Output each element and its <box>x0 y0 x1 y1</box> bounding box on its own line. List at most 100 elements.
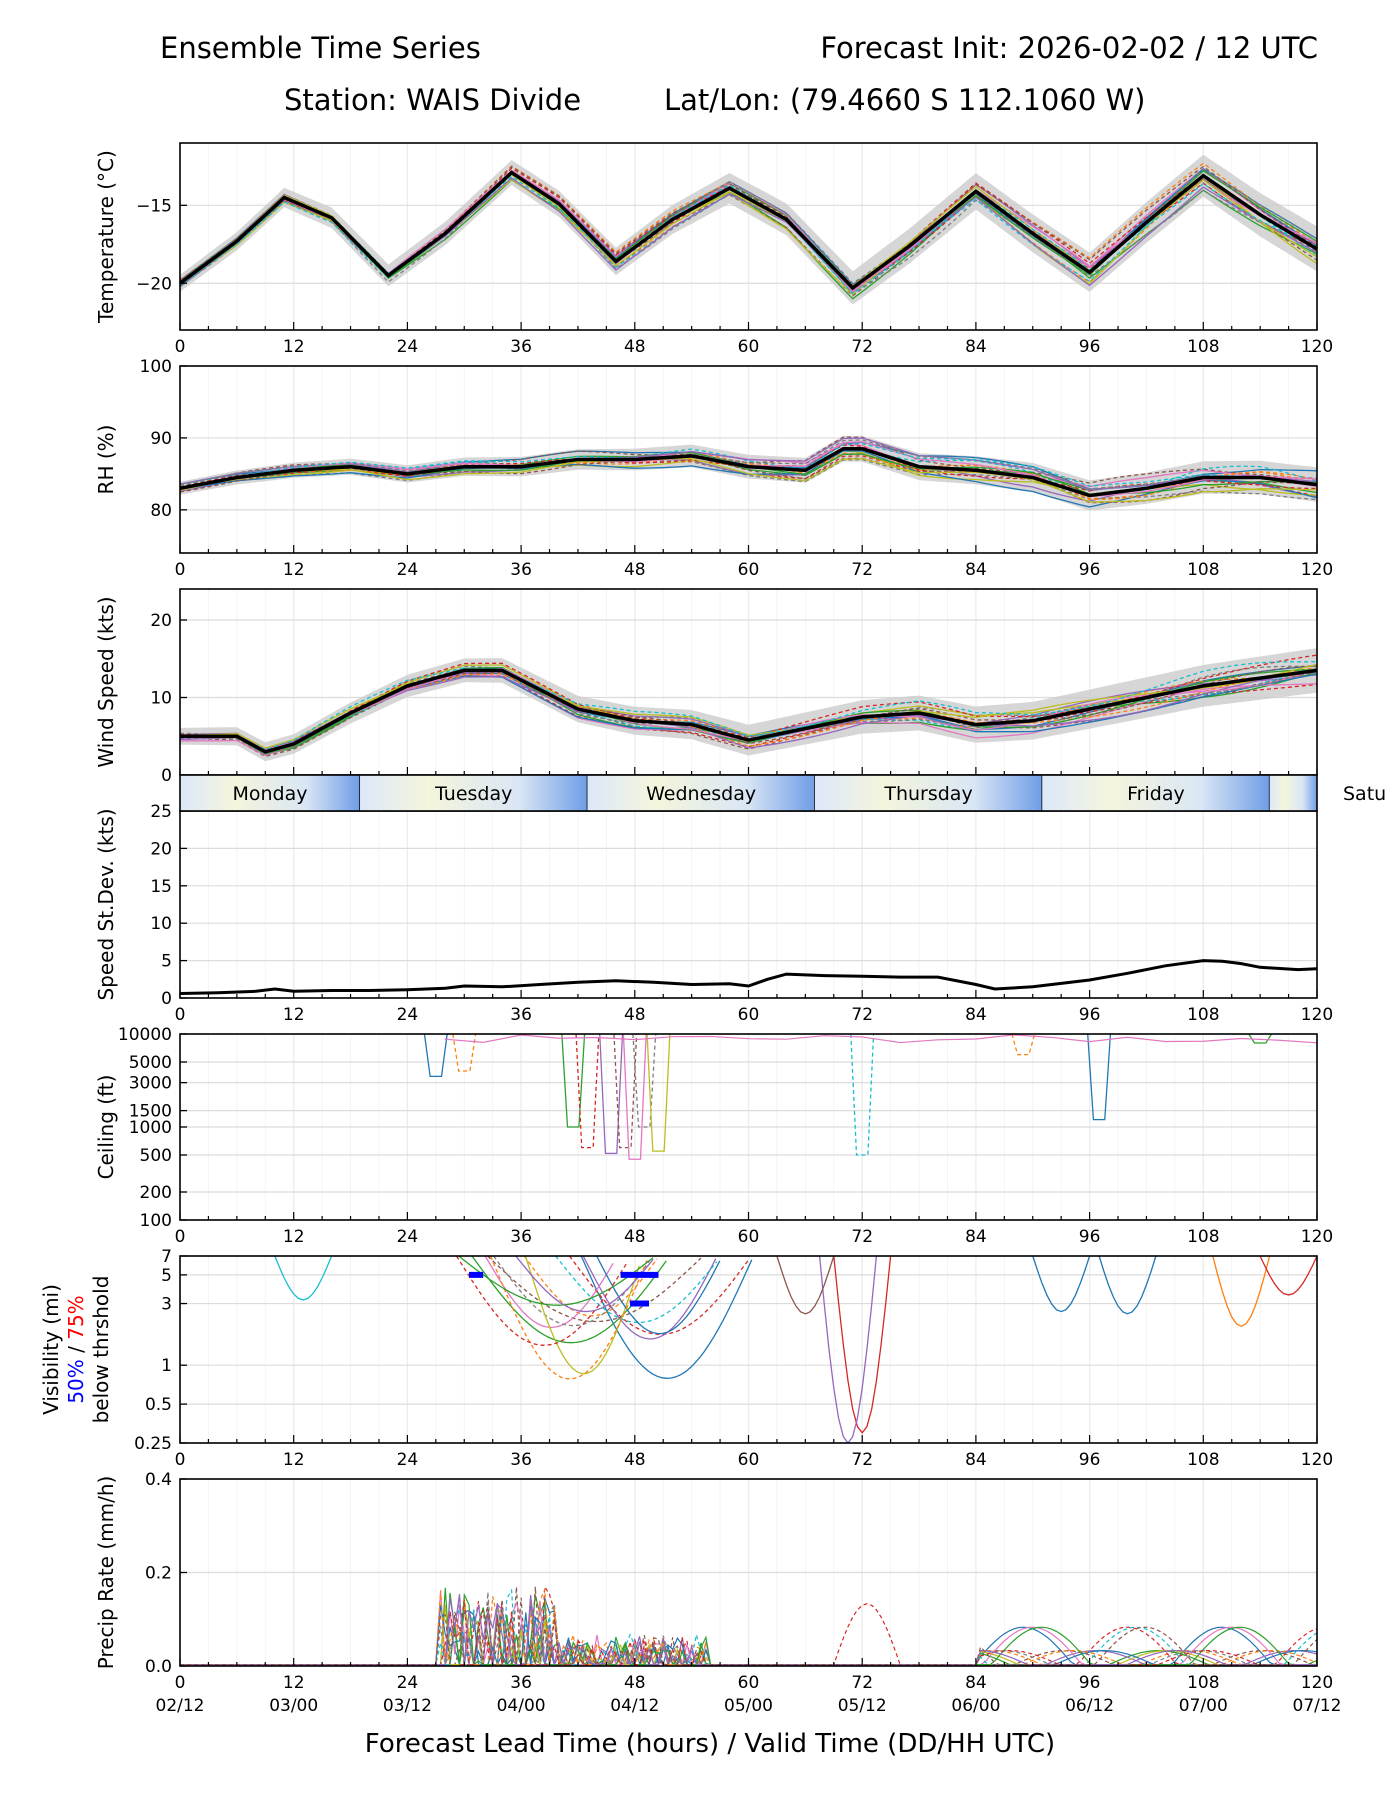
x-tick-label: 120 <box>1301 1227 1333 1247</box>
ensemble-member-line <box>179 172 1318 295</box>
y-tick-label: 5000 <box>129 1053 172 1073</box>
x-tick-label: 84 <box>965 337 987 357</box>
x-tick-label: 108 <box>1187 337 1219 357</box>
ensemble-member-line <box>179 442 1318 489</box>
x-tick-label: 60 <box>738 560 760 580</box>
y-tick-label: 0.4 <box>145 1470 172 1490</box>
figure-title-right: Forecast Init: 2026-02-02 / 12 UTC <box>820 31 1318 65</box>
panel-speed_stdev: 0 5 10 15 20 25 0 12 24 36 48 60 72 84 96 108 120 Speed S… <box>94 802 1333 1025</box>
x-tick-label: 108 <box>1187 1005 1219 1025</box>
valid-time-label: 05/12 <box>838 1696 887 1716</box>
x-tick-label: 24 <box>397 1673 419 1693</box>
y-tick-label: 90 <box>150 429 172 449</box>
visibility-member-line <box>524 1255 640 1375</box>
valid-time-label: 06/12 <box>1065 1696 1114 1716</box>
y-tick-label: 20 <box>150 611 172 631</box>
ensemble-member-line <box>179 439 1318 490</box>
panels-group: −20−150 12 24 36 48 60 72 84 96 108 120Temperature… <box>39 142 1342 1716</box>
ceiling-member-line <box>599 1033 624 1155</box>
x-tick-label: 84 <box>965 1227 987 1247</box>
ensemble-mean-line <box>178 170 1318 291</box>
ceiling-member-line <box>1087 1033 1112 1121</box>
ensemble-mean-line <box>180 668 1318 754</box>
y-axis-label: Speed St.Dev. (kts) <box>94 808 118 1000</box>
visibility-member-line <box>1259 1255 1318 1296</box>
y-tick-label: 500 <box>140 1146 172 1166</box>
y-tick-label: −20 <box>136 274 172 294</box>
x-tick-label: 120 <box>1301 1673 1333 1693</box>
visibility-member-line <box>487 1255 702 1323</box>
valid-time-label: 03/00 <box>269 1696 318 1716</box>
x-tick-label: 36 <box>510 560 532 580</box>
x-tick-label: 48 <box>624 1450 646 1470</box>
y-tick-label: 3 <box>161 1295 172 1315</box>
y-tick-label: 7 <box>161 1247 172 1267</box>
valid-time-label: 07/12 <box>1293 1696 1342 1716</box>
ensemble-member-line <box>179 661 1317 751</box>
y-tick-label: 0 <box>161 766 172 786</box>
ceiling-member-line <box>646 1033 671 1152</box>
x-tick-label: 12 <box>283 560 305 580</box>
visibility-member-line <box>555 1255 718 1324</box>
y-tick-label: 5 <box>161 952 172 972</box>
day-of-week-bar: Monday Tuesday Wednesday Thursday Friday Satu <box>179 774 1386 812</box>
y-axis-label-sub: below thrshold <box>89 1276 113 1424</box>
figure-title-left: Ensemble Time Series <box>160 31 481 65</box>
y-tick-label: 0 <box>161 989 172 1009</box>
panel-visibility: 0.25 0.5 1 3 57 0 12 24 36 48 60 72 84 96 108 120 Visibi… <box>39 1247 1333 1470</box>
y-tick-label: 10000 <box>118 1025 172 1045</box>
x-tick-label: 96 <box>1079 560 1101 580</box>
y-axis-label: Wind Speed (kts) <box>94 596 118 767</box>
label-75pct: 75% <box>64 1295 88 1339</box>
label-50pct: 50% <box>64 1359 88 1403</box>
valid-time-label: 07/00 <box>1179 1696 1228 1716</box>
station-latlon: Lat/Lon: (79.4660 S 112.1060 W) <box>664 83 1146 117</box>
x-tick-label: 48 <box>624 1227 646 1247</box>
x-tick-label: 72 <box>851 560 873 580</box>
visibility-member-line <box>523 1255 658 1317</box>
x-tick-label: 12 <box>283 1227 305 1247</box>
x-tick-label: 120 <box>1301 337 1333 357</box>
visibility-member-line <box>515 1255 654 1313</box>
x-tick-label: 84 <box>965 1005 987 1025</box>
x-tick-label: 0 <box>175 1005 186 1025</box>
y-tick-label: −15 <box>136 196 172 216</box>
x-tick-label: 12 <box>283 337 305 357</box>
x-tick-label: 24 <box>397 560 419 580</box>
y-tick-label: 0.5 <box>145 1395 172 1415</box>
day-label: Thursday <box>883 783 972 805</box>
ceiling-member-line <box>575 1033 600 1149</box>
y-tick-label: 0.25 <box>134 1434 172 1454</box>
x-tick-label: 108 <box>1187 560 1219 580</box>
day-segment <box>1042 775 1270 811</box>
x-tick-label: 36 <box>510 1227 532 1247</box>
day-label: Tuesday <box>434 783 512 805</box>
y-tick-label: 5 <box>161 1266 172 1286</box>
x-tick-label: 108 <box>1187 1673 1219 1693</box>
ceiling-member-line <box>632 1033 657 1128</box>
stdev-line <box>179 959 1318 995</box>
x-tick-label: 96 <box>1079 1450 1101 1470</box>
x-tick-label: 24 <box>397 1227 419 1247</box>
x-tick-label: 84 <box>965 1450 987 1470</box>
ensemble-member-line <box>179 670 1318 758</box>
panel-rh: 80 90 100 0 12 24 36 48 60 72 84 96 108 120 RH (%) <box>94 357 1333 580</box>
visibility-member-line <box>458 1255 654 1306</box>
day-segment <box>587 775 815 811</box>
x-tick-label: 72 <box>851 1450 873 1470</box>
x-tick-label: 60 <box>738 1450 760 1470</box>
x-tick-label: 96 <box>1079 337 1101 357</box>
x-tick-label: 60 <box>738 337 760 357</box>
y-axis-label: Temperature (°C) <box>94 150 118 324</box>
x-tick-label: 24 <box>397 337 419 357</box>
x-tick-label: 48 <box>624 337 646 357</box>
x-tick-label: 12 <box>283 1450 305 1470</box>
visibility-member-line <box>455 1255 628 1346</box>
precip-member-line <box>180 1597 1318 1667</box>
day-label: Friday <box>1127 783 1185 805</box>
x-tick-label: 0 <box>175 1227 186 1247</box>
panel-precip: 0.0 0.2 0.4 0 12 24 36 48 60 72 84 96 108 120 02/12 03/… <box>94 1470 1342 1716</box>
x-tick-label: 36 <box>510 1673 532 1693</box>
x-tick-label: 96 <box>1079 1005 1101 1025</box>
